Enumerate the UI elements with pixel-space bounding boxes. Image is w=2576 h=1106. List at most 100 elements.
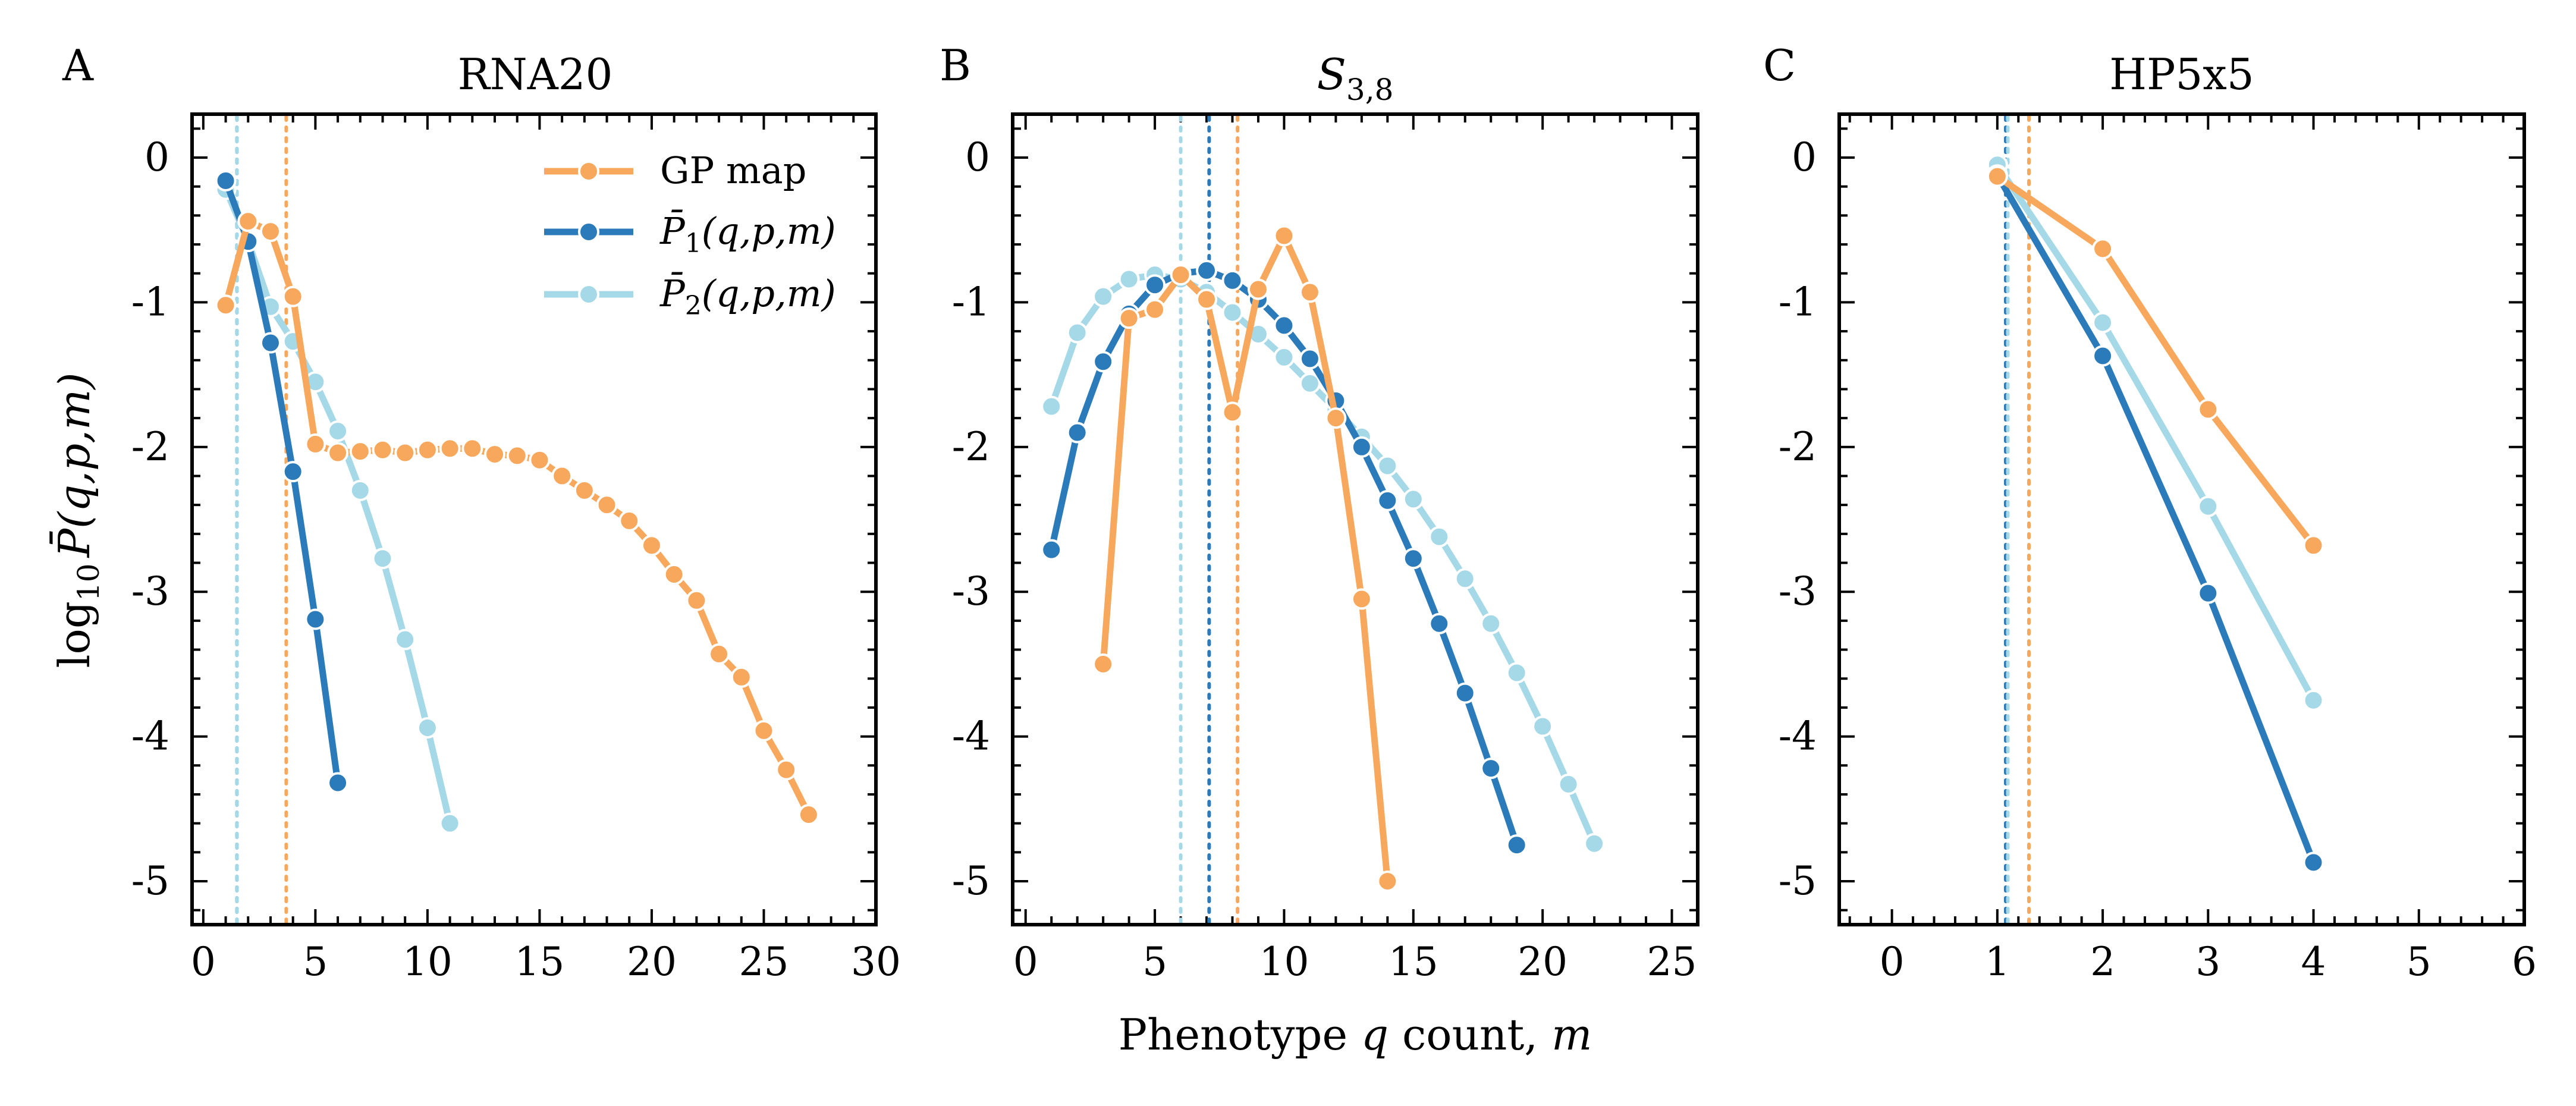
data-point — [1377, 489, 1399, 511]
x-tick-label: 5 — [2407, 939, 2432, 985]
data-point — [1584, 832, 1606, 854]
x-tick-label: 0 — [191, 939, 216, 985]
x-tick-label: 20 — [1518, 939, 1567, 985]
data-point — [1480, 758, 1502, 780]
data-point — [215, 294, 237, 316]
x-tick-label: 25 — [1647, 939, 1697, 985]
y-tick-label: -4 — [1779, 714, 1817, 759]
data-point — [1170, 264, 1192, 286]
x-axis-label: Phenotype q count, m — [1119, 1010, 1592, 1060]
x-tick-label: 30 — [851, 939, 901, 985]
data-point — [753, 719, 775, 741]
data-point — [1092, 351, 1114, 373]
data-point — [775, 759, 797, 781]
y-tick-label: -5 — [952, 858, 990, 904]
data-point — [1299, 281, 1321, 303]
y-tick-label: -1 — [1779, 279, 1817, 325]
plot-frame — [1011, 112, 1699, 926]
data-point — [349, 441, 371, 463]
panel-a: 0 5 10 15 20 25 30 0 -1 -2 -3 -4 -5 RNA20 A GP map P̄1(q… — [62, 40, 901, 985]
x-tick-label: 3 — [2195, 939, 2220, 985]
series-line — [1994, 173, 2317, 864]
legend-label-p1: P̄1(q,p,m) — [659, 209, 836, 259]
data-point — [2302, 535, 2324, 557]
data-point — [1041, 395, 1063, 417]
y-tick-label: -3 — [131, 568, 169, 614]
data-point — [640, 535, 662, 557]
legend-marker-gp_map — [578, 161, 599, 182]
data-point — [1428, 526, 1450, 548]
data-point — [618, 510, 640, 532]
data-point — [797, 804, 819, 826]
data-point — [1144, 274, 1166, 296]
series-line — [1994, 163, 2317, 702]
data-point — [304, 608, 326, 630]
panel-c: 0 1 2 3 4 5 6 0 -1 -2 -3 -4 -5 HP5x5 C — [1763, 40, 2537, 985]
data-point — [1144, 299, 1166, 321]
data-point — [1377, 455, 1399, 477]
y-tick-label: 0 — [1792, 134, 1817, 180]
data-point — [529, 449, 551, 471]
series-gp_map — [1092, 225, 1399, 892]
data-point — [394, 442, 416, 464]
data-point — [730, 666, 752, 688]
data-point — [1092, 653, 1114, 675]
data-point — [1986, 165, 2008, 187]
data-point — [416, 439, 438, 461]
panel-b: 0 5 10 15 20 25 0 -1 -2 -3 -4 -5 S3,8 B — [940, 40, 1699, 985]
y-tick-label: -2 — [1779, 424, 1817, 470]
data-point — [1273, 315, 1295, 337]
data-point — [1325, 407, 1347, 429]
panel-title: S3,8 — [1317, 49, 1394, 107]
data-point — [439, 438, 461, 460]
y-tick-label: -3 — [1779, 568, 1817, 614]
data-point — [1247, 278, 1269, 300]
data-point — [573, 479, 595, 501]
data-point — [327, 420, 349, 442]
data-point — [327, 772, 349, 794]
data-point — [1557, 773, 1579, 795]
data-point — [1454, 682, 1476, 704]
data-point — [1273, 346, 1295, 368]
data-point — [259, 332, 281, 354]
data-point — [327, 442, 349, 464]
x-tick-label: 6 — [2512, 939, 2537, 985]
data-point — [282, 461, 304, 483]
data-point — [1299, 372, 1321, 394]
plot-frame — [1837, 112, 2526, 926]
data-point — [461, 438, 483, 460]
legend: GP map P̄1(q,p,m) P̄2(q,p,m) — [544, 149, 836, 321]
data-point — [2302, 852, 2324, 874]
data-point — [372, 439, 394, 461]
data-point — [2092, 238, 2114, 260]
data-point — [596, 494, 618, 516]
y-tick-label: -4 — [131, 714, 169, 759]
panel-letter: C — [1763, 40, 1796, 90]
data-point — [1402, 548, 1424, 570]
data-point — [2197, 582, 2219, 604]
data-point — [372, 548, 394, 570]
legend-label-gp_map: GP map — [660, 149, 806, 192]
panel-title: RNA20 — [458, 49, 613, 99]
data-point — [1196, 288, 1218, 310]
legend-label-p2: P̄2(q,p,m) — [659, 272, 836, 321]
x-tick-label: 2 — [2090, 939, 2115, 985]
x-tick-label: 5 — [1142, 939, 1167, 985]
y-tick-label: -3 — [952, 568, 990, 614]
data-point — [506, 445, 528, 467]
y-axis-label: log10P̄(q,p,m) — [49, 373, 106, 668]
x-tick-label: 4 — [2301, 939, 2326, 985]
data-point — [2092, 345, 2114, 367]
x-tick-label: 10 — [1259, 939, 1309, 985]
data-point — [1428, 612, 1450, 634]
x-tick-label: 0 — [1880, 939, 1905, 985]
panel-letter: A — [62, 40, 94, 90]
data-point — [2197, 398, 2219, 420]
data-point — [1221, 401, 1243, 423]
x-tick-label: 1 — [1985, 939, 2010, 985]
data-point — [1506, 834, 1528, 856]
data-point — [1118, 268, 1140, 290]
series-line — [1048, 271, 1598, 845]
data-point — [663, 563, 685, 585]
